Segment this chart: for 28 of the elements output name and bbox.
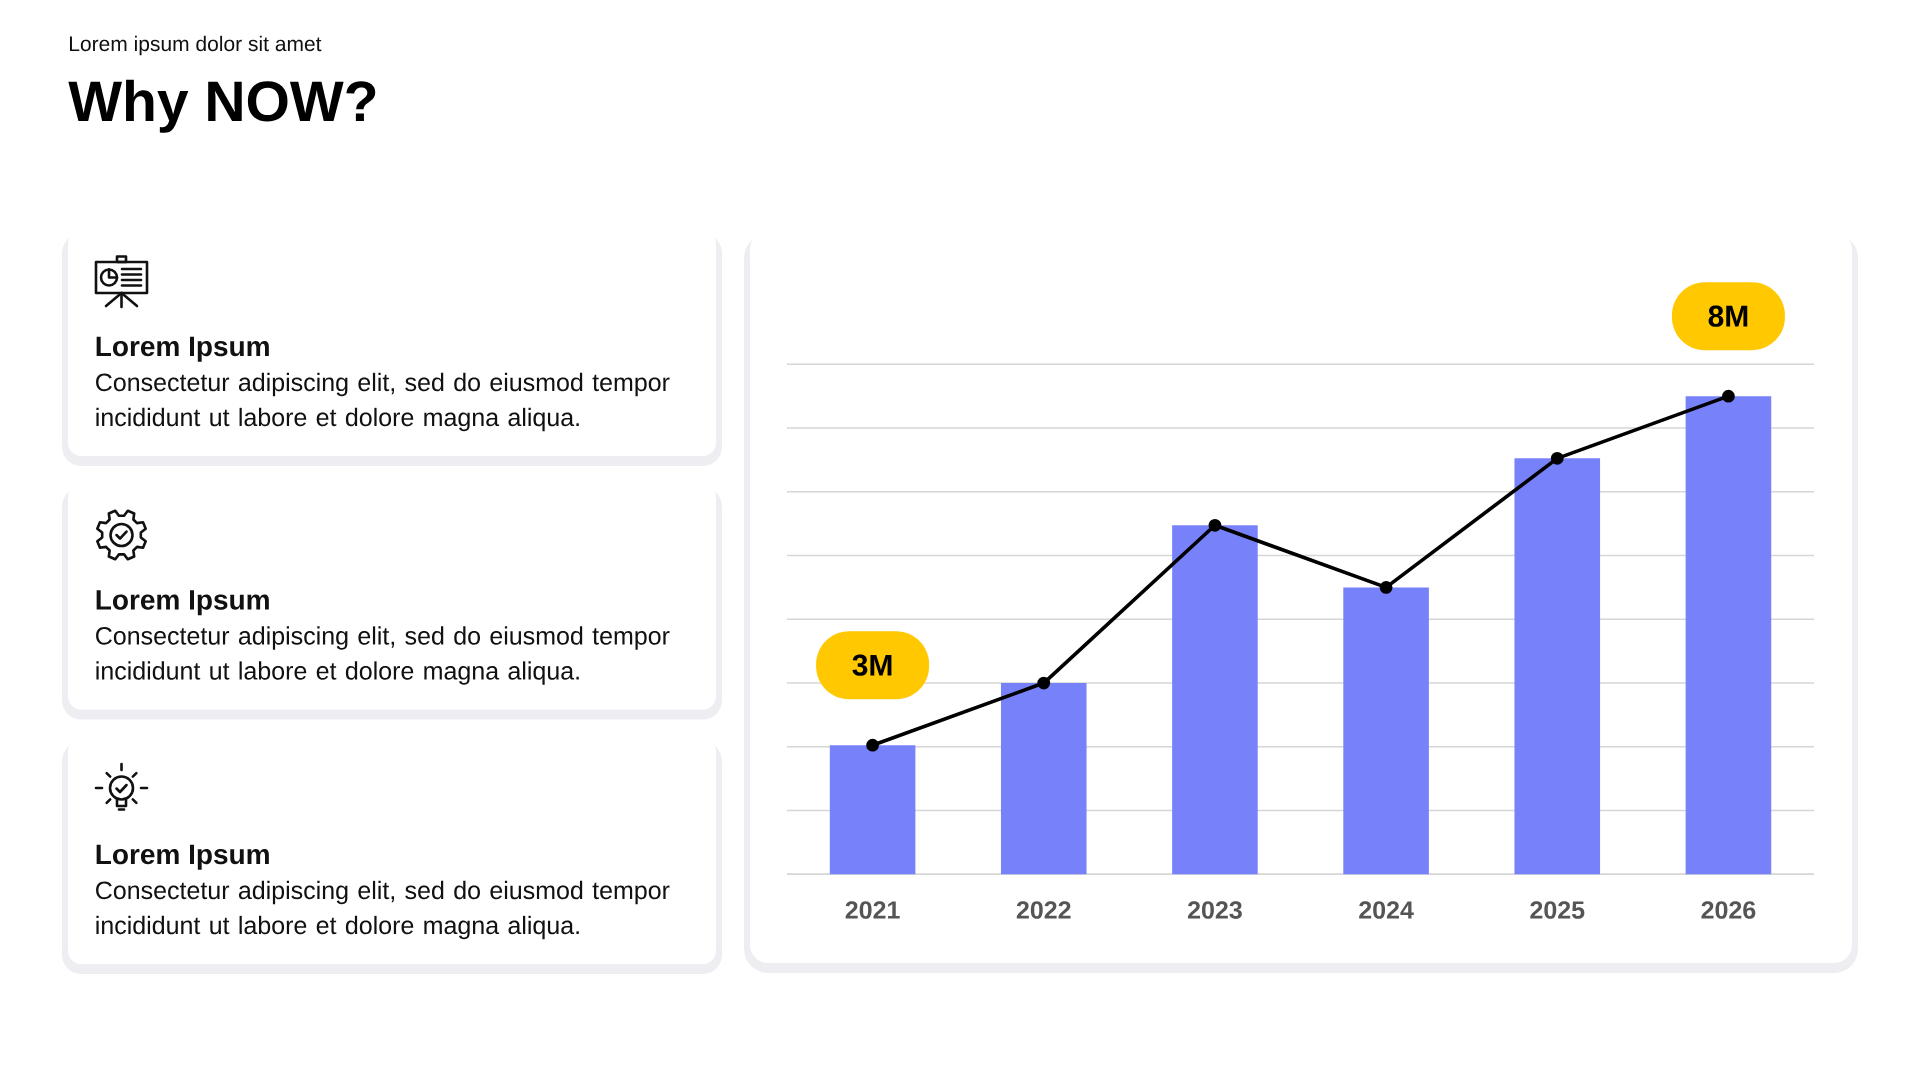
text: Consectetur adipiscing elit, sed do eiusmod tempor incididunt ut labore et dolore magna aliqua. xyxy=(96,880,670,940)
point xyxy=(1379,581,1393,594)
text: Lorem Ipsum xyxy=(96,844,269,870)
text: Lorem ipsum dolor sit amet xyxy=(69,35,322,56)
text: Lorem Ipsum xyxy=(96,336,269,362)
text: Lorem Ipsum xyxy=(96,590,269,616)
bar xyxy=(1343,587,1429,875)
bar xyxy=(829,745,916,875)
point xyxy=(866,738,879,752)
bar xyxy=(1000,683,1087,875)
x-tick-label: 2022 xyxy=(1016,901,1071,919)
point xyxy=(1037,676,1051,690)
bar xyxy=(1172,525,1258,875)
x-tick-label: 2024 xyxy=(1359,901,1414,919)
x-tick-label: 2021 xyxy=(845,901,900,919)
x-tick-label: 2023 xyxy=(1187,901,1242,919)
point xyxy=(1722,389,1735,403)
text: Why NOW? xyxy=(68,79,376,133)
bar xyxy=(1514,458,1601,875)
text: Consectetur adipiscing elit, sed do eiusmod tempor incididunt ut labore et dolore magna aliqua. xyxy=(96,372,670,432)
x-tick-label: 2025 xyxy=(1530,901,1585,919)
point xyxy=(1208,518,1222,532)
point xyxy=(1550,451,1564,465)
annotation: 8M xyxy=(1708,305,1748,327)
annotation: 3M xyxy=(852,654,892,676)
x-tick-label: 2026 xyxy=(1701,901,1756,919)
text: Consectetur adipiscing elit, sed do eiusmod tempor incididunt ut labore et dolore magna aliqua. xyxy=(96,626,670,685)
bar xyxy=(1685,396,1772,875)
